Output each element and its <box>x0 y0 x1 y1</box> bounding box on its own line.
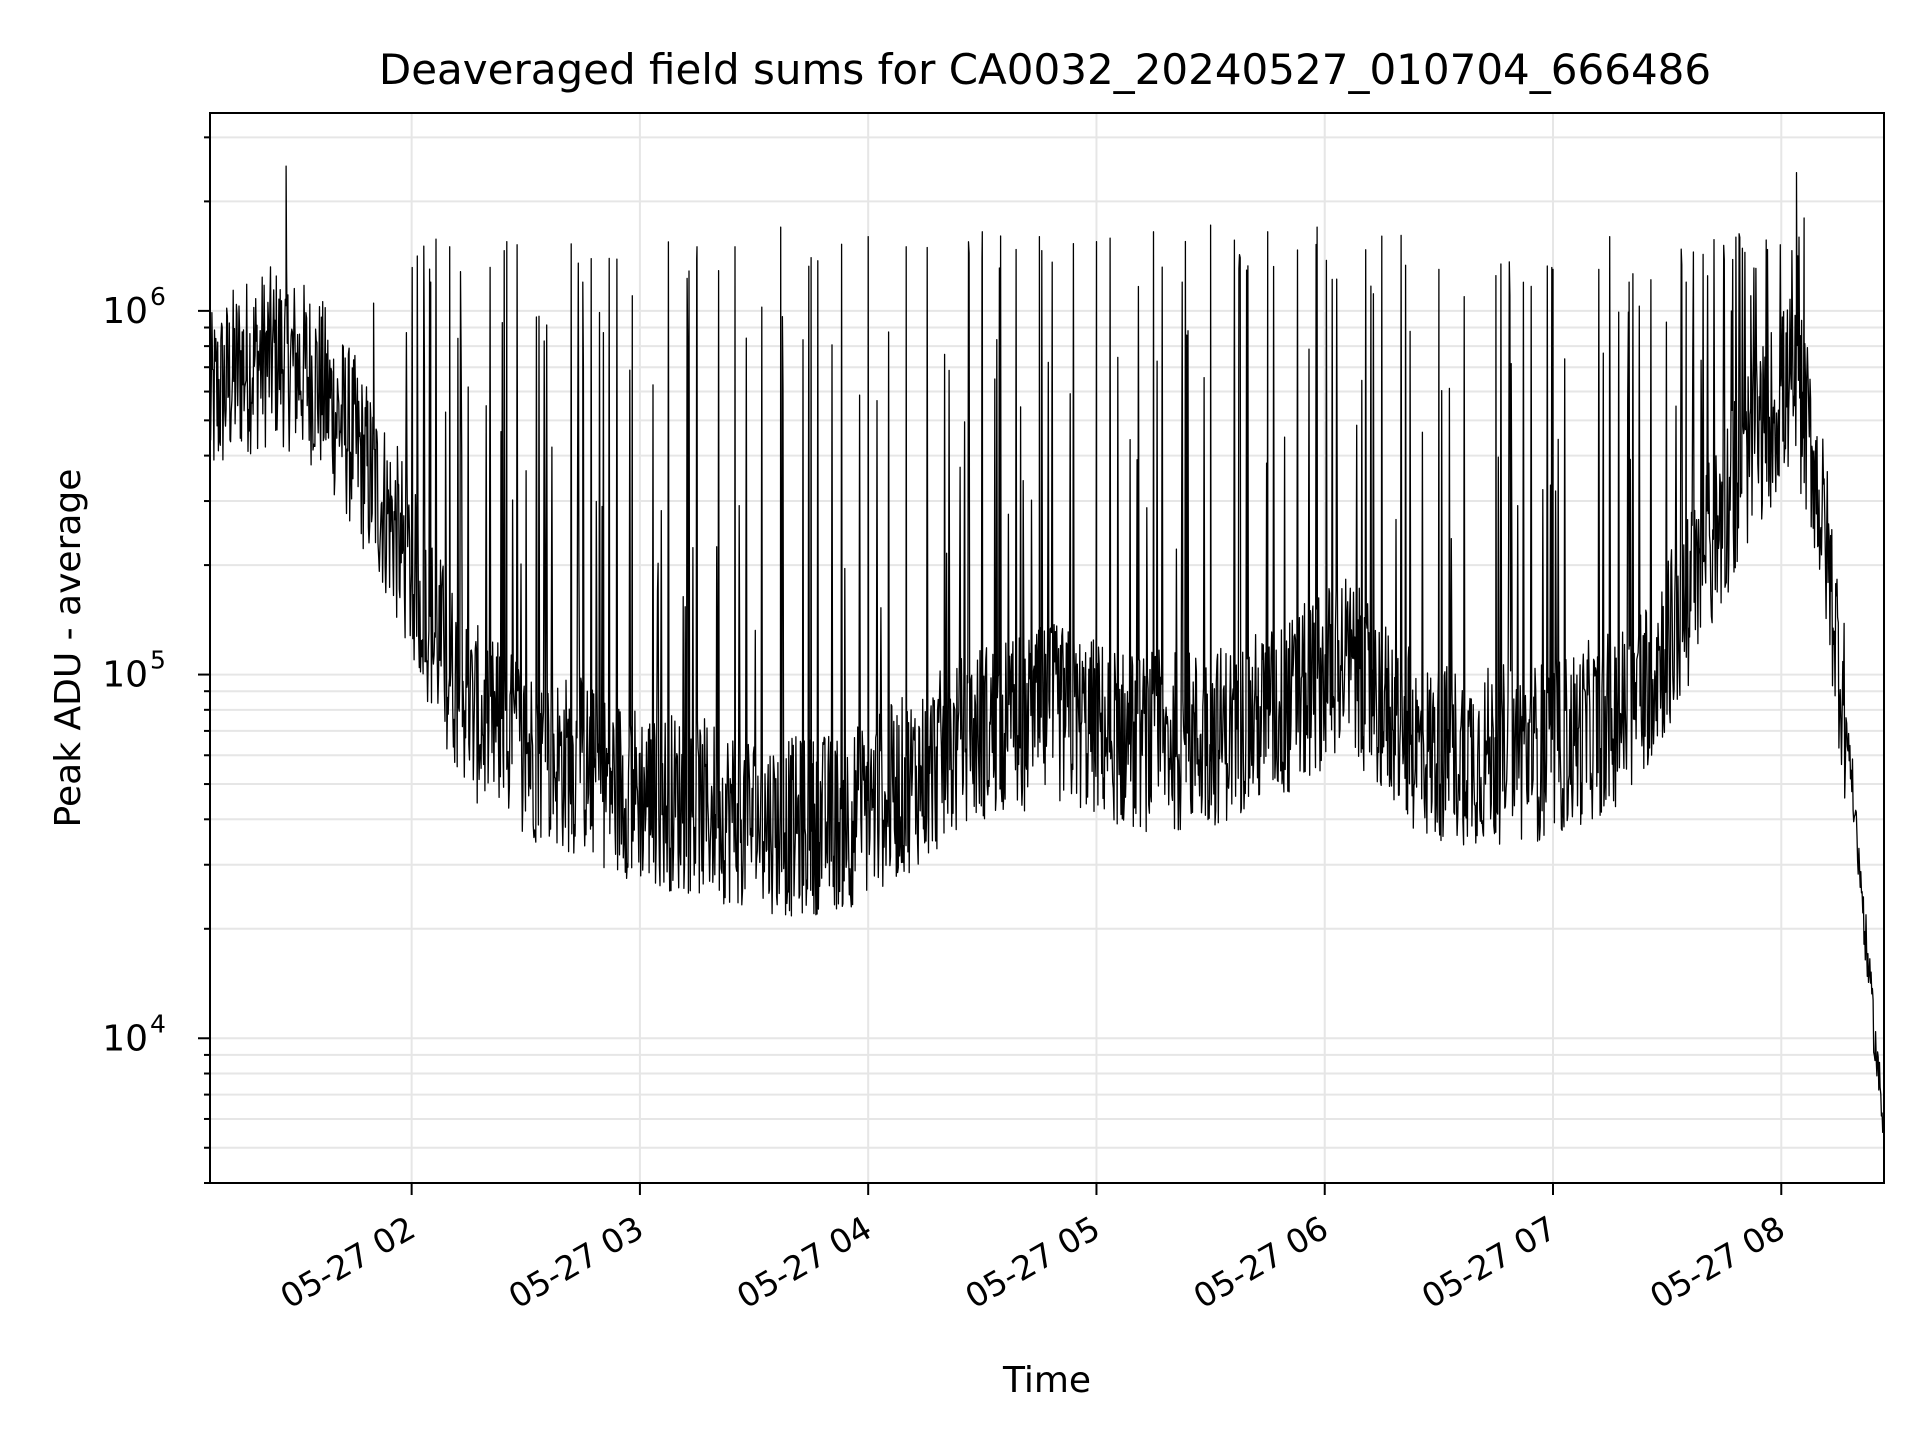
y-tick-label: 10 <box>102 1018 148 1059</box>
plot-area-frame <box>209 112 1885 1184</box>
y-tick-label: 10 <box>102 291 148 332</box>
y-axis-label: Peak ADU - average <box>48 469 89 828</box>
series-group <box>209 165 1885 1140</box>
y-tick-label: 10 <box>102 655 148 696</box>
y-tick-label-exponent: 5 <box>150 646 166 675</box>
series-line <box>209 165 1885 1140</box>
y-tick-label-exponent: 4 <box>150 1009 166 1038</box>
y-tick-label-exponent: 6 <box>150 282 166 311</box>
chart-title: Deaveraged field sums for CA0032_2024052… <box>379 45 1711 94</box>
x-axis-label: Time <box>1002 1360 1091 1401</box>
